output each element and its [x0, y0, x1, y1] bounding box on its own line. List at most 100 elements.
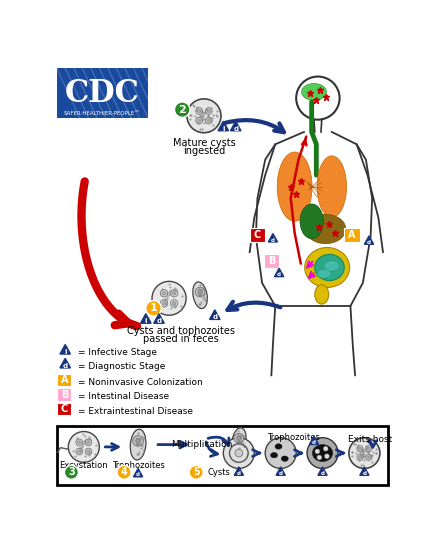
Text: = Noninvasive Colonization: = Noninvasive Colonization — [77, 378, 202, 387]
Polygon shape — [140, 313, 151, 323]
Circle shape — [195, 107, 202, 115]
Circle shape — [68, 431, 99, 463]
Polygon shape — [309, 436, 318, 444]
Circle shape — [172, 292, 175, 295]
Polygon shape — [276, 467, 285, 475]
Ellipse shape — [305, 214, 345, 244]
Circle shape — [367, 456, 369, 459]
Text: i: i — [144, 318, 147, 324]
Circle shape — [358, 456, 361, 459]
Text: d: d — [136, 472, 140, 477]
Text: i: i — [64, 349, 66, 355]
Text: 2: 2 — [178, 105, 186, 115]
Text: = Extraintestinal Disease: = Extraintestinal Disease — [77, 407, 192, 416]
FancyBboxPatch shape — [57, 403, 71, 415]
Circle shape — [117, 465, 131, 480]
Text: passed in feces: passed in feces — [142, 334, 218, 345]
Text: d: d — [233, 125, 238, 132]
FancyBboxPatch shape — [56, 68, 148, 118]
Ellipse shape — [316, 156, 346, 218]
Ellipse shape — [270, 453, 277, 458]
Circle shape — [358, 447, 361, 450]
Circle shape — [78, 450, 81, 453]
Ellipse shape — [323, 260, 339, 271]
Polygon shape — [153, 313, 164, 323]
Polygon shape — [230, 121, 240, 131]
Circle shape — [189, 465, 203, 480]
Circle shape — [348, 438, 379, 469]
Text: d: d — [156, 318, 161, 324]
Circle shape — [233, 433, 243, 443]
Circle shape — [135, 438, 140, 443]
Ellipse shape — [231, 428, 246, 455]
Circle shape — [367, 447, 369, 450]
Text: Trophozoites: Trophozoites — [112, 461, 164, 470]
Circle shape — [324, 454, 329, 459]
Polygon shape — [60, 345, 70, 354]
Circle shape — [172, 301, 175, 305]
Text: Mature cysts: Mature cysts — [172, 138, 235, 148]
Circle shape — [87, 450, 90, 453]
Text: d: d — [212, 314, 217, 320]
Text: 5: 5 — [192, 467, 199, 477]
Text: B: B — [267, 255, 274, 266]
Circle shape — [356, 446, 362, 452]
Circle shape — [87, 441, 90, 444]
Circle shape — [145, 301, 161, 316]
Text: B: B — [61, 390, 68, 399]
Circle shape — [265, 438, 296, 469]
Polygon shape — [217, 121, 228, 131]
Circle shape — [132, 436, 143, 446]
Circle shape — [64, 465, 78, 480]
Circle shape — [174, 102, 190, 117]
Text: d: d — [276, 272, 280, 277]
Circle shape — [170, 300, 178, 307]
Circle shape — [162, 292, 165, 295]
Circle shape — [316, 455, 321, 460]
Circle shape — [223, 438, 254, 469]
Circle shape — [306, 438, 337, 469]
Circle shape — [85, 448, 92, 455]
Ellipse shape — [299, 204, 322, 238]
Text: Multiplication: Multiplication — [171, 440, 232, 449]
Polygon shape — [60, 358, 70, 368]
Text: d: d — [366, 240, 370, 245]
Text: d: d — [320, 471, 324, 476]
Ellipse shape — [301, 83, 326, 100]
Text: C: C — [253, 230, 260, 240]
Text: d: d — [270, 238, 274, 243]
Circle shape — [207, 110, 210, 112]
Text: = Intestinal Disease: = Intestinal Disease — [77, 392, 168, 401]
Circle shape — [85, 439, 92, 446]
Polygon shape — [274, 269, 283, 277]
Circle shape — [197, 110, 200, 112]
FancyBboxPatch shape — [57, 389, 71, 401]
Ellipse shape — [312, 444, 332, 461]
Polygon shape — [364, 236, 373, 244]
Text: 3: 3 — [68, 467, 75, 477]
Circle shape — [365, 454, 371, 460]
Circle shape — [170, 289, 178, 297]
Circle shape — [365, 446, 371, 452]
Circle shape — [151, 281, 186, 315]
Circle shape — [76, 439, 82, 446]
Circle shape — [205, 107, 212, 115]
Circle shape — [207, 119, 210, 122]
Ellipse shape — [130, 429, 145, 460]
Circle shape — [314, 449, 319, 454]
FancyBboxPatch shape — [249, 228, 265, 242]
Polygon shape — [209, 310, 220, 319]
Text: = Infective Stage: = Infective Stage — [77, 349, 156, 357]
Circle shape — [356, 454, 362, 460]
Circle shape — [78, 441, 81, 444]
Circle shape — [195, 287, 204, 297]
Ellipse shape — [316, 269, 330, 278]
Ellipse shape — [192, 282, 207, 309]
Polygon shape — [133, 469, 142, 477]
Circle shape — [160, 300, 168, 307]
FancyBboxPatch shape — [263, 254, 279, 267]
Text: Exits host: Exits host — [348, 435, 392, 443]
Circle shape — [197, 290, 202, 294]
Text: C: C — [61, 404, 68, 414]
Circle shape — [162, 301, 165, 305]
